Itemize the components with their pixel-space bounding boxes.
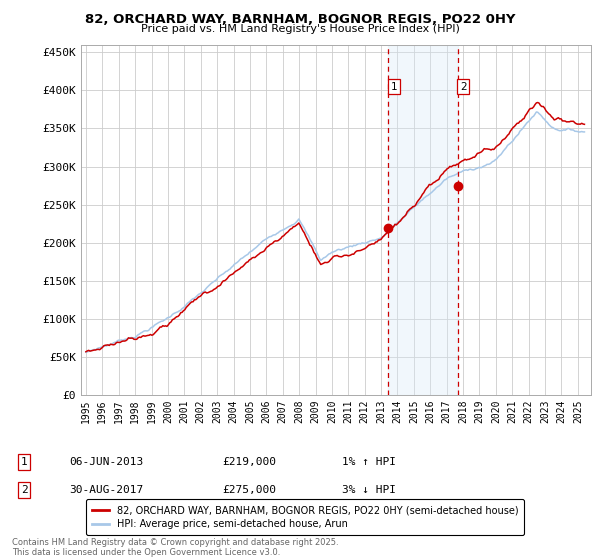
Text: £219,000: £219,000 — [222, 457, 276, 467]
Text: 82, ORCHARD WAY, BARNHAM, BOGNOR REGIS, PO22 0HY: 82, ORCHARD WAY, BARNHAM, BOGNOR REGIS, … — [85, 13, 515, 26]
Text: £275,000: £275,000 — [222, 485, 276, 495]
Text: Price paid vs. HM Land Registry's House Price Index (HPI): Price paid vs. HM Land Registry's House … — [140, 24, 460, 34]
Text: 3% ↓ HPI: 3% ↓ HPI — [342, 485, 396, 495]
Text: 2: 2 — [460, 82, 467, 92]
Text: 1: 1 — [391, 82, 397, 92]
Legend: 82, ORCHARD WAY, BARNHAM, BOGNOR REGIS, PO22 0HY (semi-detached house), HPI: Ave: 82, ORCHARD WAY, BARNHAM, BOGNOR REGIS, … — [86, 500, 524, 535]
Text: Contains HM Land Registry data © Crown copyright and database right 2025.
This d: Contains HM Land Registry data © Crown c… — [12, 538, 338, 557]
Text: 30-AUG-2017: 30-AUG-2017 — [69, 485, 143, 495]
Text: 1% ↑ HPI: 1% ↑ HPI — [342, 457, 396, 467]
Bar — [388, 45, 458, 395]
Text: 1: 1 — [20, 457, 28, 467]
Text: 2: 2 — [20, 485, 28, 495]
Text: 06-JUN-2013: 06-JUN-2013 — [69, 457, 143, 467]
